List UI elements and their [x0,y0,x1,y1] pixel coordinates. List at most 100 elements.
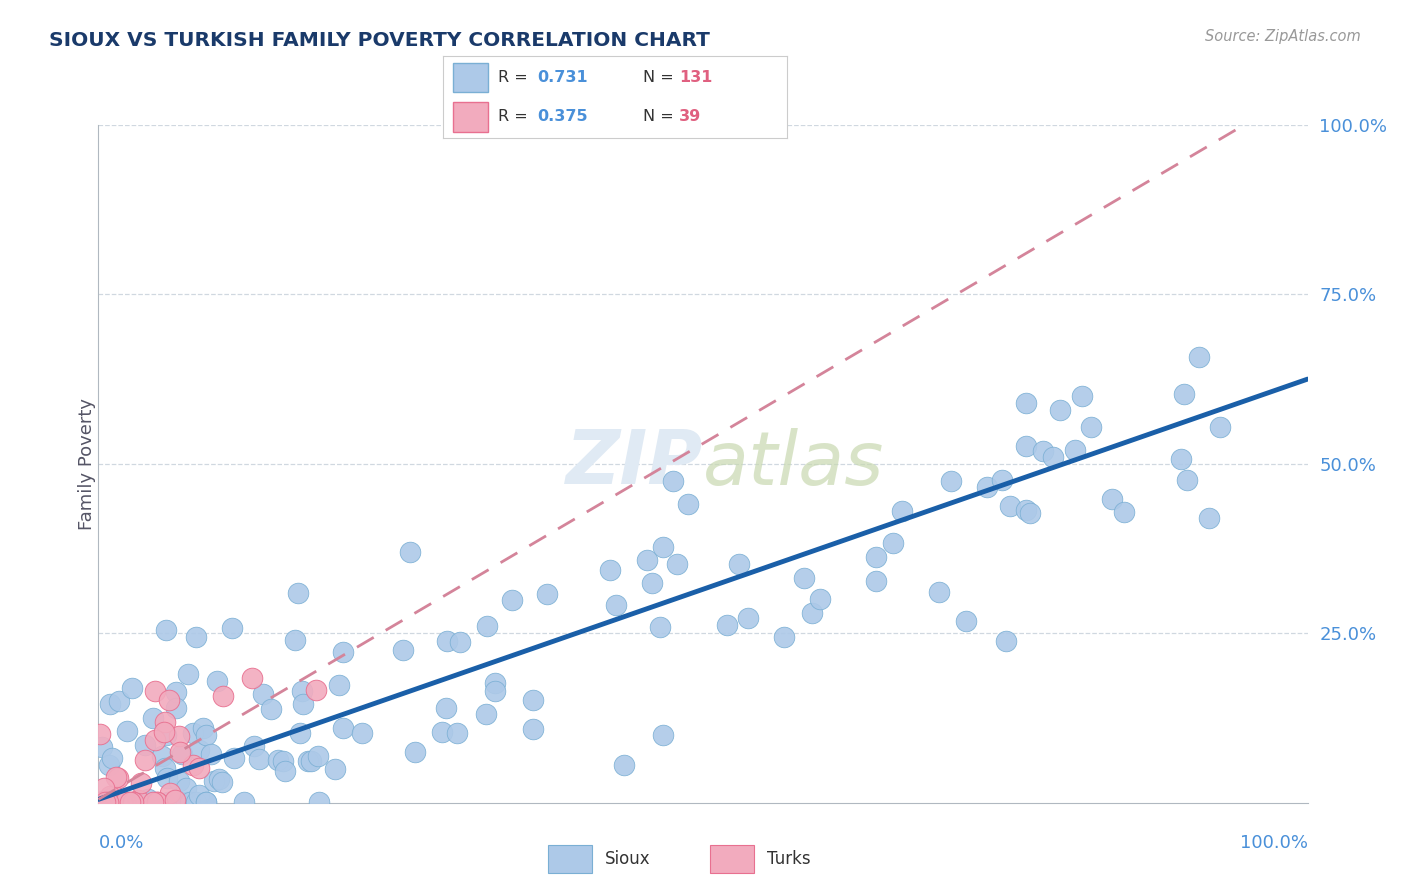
Text: SIOUX VS TURKISH FAMILY POVERTY CORRELATION CHART: SIOUX VS TURKISH FAMILY POVERTY CORRELAT… [49,31,710,50]
Point [134,753,156,767]
Point [292,697,315,711]
Text: 0.731: 0.731 [537,70,588,86]
Point [240,671,263,685]
Point [111,795,134,809]
Text: 0.375: 0.375 [537,109,588,124]
Point [1019,506,1042,520]
Point [107,771,129,785]
Point [650,620,672,634]
Point [1101,491,1123,506]
Point [176,666,198,681]
Point [260,701,283,715]
Point [1049,402,1071,417]
Point [146,795,169,809]
Point [172,747,194,761]
Point [167,795,190,809]
Point [641,576,664,591]
Point [125,795,148,809]
Point [174,780,197,795]
Text: 131: 131 [679,70,713,86]
Point [89,795,111,809]
Point [446,725,468,739]
Point [1188,350,1211,364]
Point [96,795,118,809]
Point [153,714,176,729]
Point [93,781,115,796]
Point [211,689,233,703]
Point [1175,473,1198,487]
Point [865,550,887,565]
Point [121,795,143,809]
Point [165,685,187,699]
Point [153,724,176,739]
Point [195,795,218,809]
Point [1032,444,1054,458]
Text: Turks: Turks [768,849,811,868]
Point [605,599,627,613]
Point [299,754,322,768]
Point [120,795,142,809]
Point [97,795,120,809]
Point [501,593,523,607]
Point [208,772,231,787]
Point [475,619,498,633]
Point [1071,389,1094,403]
Point [97,795,120,809]
Point [120,795,142,809]
Point [122,795,145,809]
Point [243,739,266,753]
Point [114,795,136,809]
Point [1198,510,1220,524]
Text: N =: N = [643,70,679,86]
Text: Source: ZipAtlas.com: Source: ZipAtlas.com [1205,29,1361,44]
Point [267,753,290,767]
Point [882,536,904,550]
Point [651,728,673,742]
Point [891,504,914,518]
Point [1114,505,1136,519]
Point [1209,420,1232,434]
Point [134,738,156,752]
Point [146,795,169,809]
Point [391,643,413,657]
Point [211,774,233,789]
Point [449,635,471,649]
Bar [453,103,488,132]
Point [98,758,121,772]
Point [1080,420,1102,434]
Point [865,574,887,589]
Point [323,762,346,776]
Point [94,795,117,809]
Point [332,645,354,659]
Point [247,752,270,766]
Point [165,792,187,806]
Point [928,584,950,599]
Point [153,761,176,775]
Point [352,726,374,740]
Point [127,793,149,807]
Point [430,725,453,739]
Point [121,681,143,695]
Point [328,678,350,692]
Point [793,571,815,585]
Point [274,764,297,778]
Point [1015,440,1038,454]
Point [103,789,125,803]
Point [104,770,127,784]
Point [1173,387,1195,401]
Point [174,795,197,809]
Point [157,693,180,707]
Point [188,789,211,803]
Point [991,473,1014,487]
Point [98,697,121,711]
Point [181,757,204,772]
Point [716,618,738,632]
Text: R =: R = [498,109,533,124]
Point [169,745,191,759]
Point [142,795,165,809]
Point [305,682,328,697]
Point [155,624,177,638]
Point [117,723,139,738]
Point [97,792,120,806]
Point [998,499,1021,513]
